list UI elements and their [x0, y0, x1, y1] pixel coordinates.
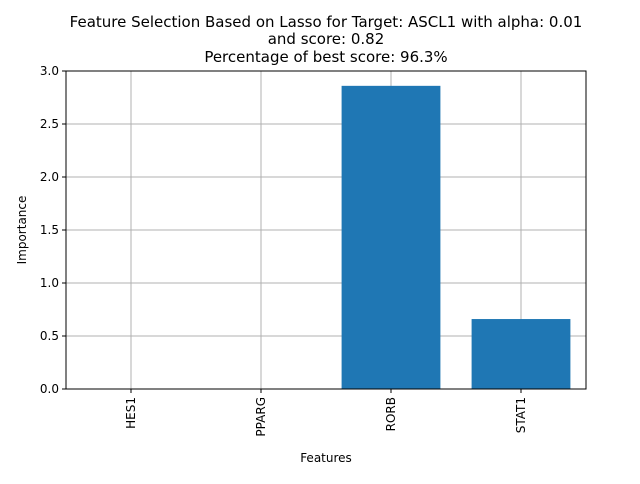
y-axis-label: Importance — [15, 196, 29, 265]
x-tick-label: PPARG — [254, 397, 268, 437]
y-tick-label: 1.5 — [40, 223, 59, 237]
bar-rorb — [341, 85, 441, 389]
chart-title: Feature Selection Based on Lasso for Tar… — [70, 13, 583, 66]
bars — [341, 85, 571, 389]
x-tick-label: RORB — [384, 397, 398, 431]
bar-stat1 — [471, 319, 571, 389]
x-axis-ticks: HES1 PPARG RORB STAT1 — [124, 389, 528, 437]
x-tick-label: HES1 — [124, 397, 138, 429]
title-line-3: Percentage of best score: 96.3% — [204, 48, 447, 66]
y-axis-ticks: 0.0 0.5 1.0 1.5 2.0 2.5 3.0 — [40, 64, 66, 396]
y-tick-label: 0.0 — [40, 382, 59, 396]
y-tick-label: 2.5 — [40, 117, 59, 131]
y-tick-label: 2.0 — [40, 170, 59, 184]
x-axis-label: Features — [300, 451, 352, 465]
x-tick-label: STAT1 — [514, 397, 528, 433]
title-line-1: Feature Selection Based on Lasso for Tar… — [70, 13, 583, 31]
title-line-2: and score: 0.82 — [268, 30, 385, 48]
y-tick-label: 0.5 — [40, 329, 59, 343]
y-tick-label: 3.0 — [40, 64, 59, 78]
y-tick-label: 1.0 — [40, 276, 59, 290]
